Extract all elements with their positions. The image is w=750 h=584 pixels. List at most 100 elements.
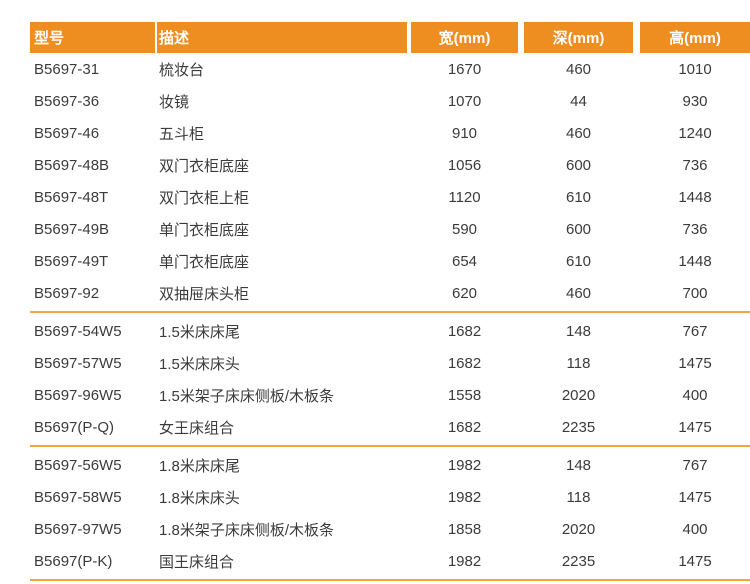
cell-height: 1475 — [678, 552, 712, 570]
cell-width: 1682 — [447, 418, 482, 436]
table-row: B5697(P-K) 国王床组合 1982 2235 1475 — [30, 545, 750, 577]
cell-depth: 2020 — [561, 386, 596, 404]
table-body: B5697-31 梳妆台 1670 460 1010 B5697-36 妆镜 1070 44 93… — [30, 53, 750, 581]
cell-depth: 460 — [565, 124, 592, 142]
cell-height: 1448 — [678, 252, 712, 270]
cell-model: B5697-46 — [34, 124, 100, 142]
cell-width: 1120 — [448, 188, 481, 206]
column-header-depth-mm: 深(mm) — [524, 22, 633, 53]
cell-height: 1475 — [678, 488, 712, 506]
cell-width: 1982 — [447, 456, 482, 474]
cell-desc: 1.8米架子床床侧板/木板条 — [159, 521, 335, 539]
cell-width: 1670 — [447, 60, 482, 78]
cell-model: B5697-57W5 — [34, 354, 122, 372]
cell-width: 1982 — [447, 488, 482, 506]
cell-height: 1475 — [678, 418, 712, 436]
cell-depth: 118 — [566, 354, 591, 372]
cell-depth: 610 — [565, 252, 592, 270]
column-header-height-mm: 高(mm) — [640, 22, 750, 53]
cell-model: B5697-97W5 — [34, 520, 122, 538]
cell-depth: 44 — [570, 92, 587, 110]
cell-desc: 单门衣柜底座 — [159, 221, 250, 239]
group-separator-line — [30, 311, 750, 313]
cell-model: B5697-96W5 — [34, 386, 122, 404]
cell-depth: 148 — [565, 322, 592, 340]
cell-desc: 1.8米床床尾 — [159, 457, 240, 475]
table-row: B5697-56W5 1.8米床床尾 1982 148 767 — [30, 449, 750, 481]
cell-model: B5697-48T — [34, 188, 109, 206]
cell-width: 1682 — [447, 354, 482, 372]
cell-model: B5697-92 — [34, 284, 100, 302]
cell-desc: 1.5米床床尾 — [159, 323, 240, 341]
cell-height: 400 — [682, 520, 708, 538]
cell-model: B5697-58W5 — [34, 488, 122, 506]
cell-desc: 单门衣柜底座 — [159, 253, 250, 271]
table-row: B5697(P-Q) 女王床组合 1682 2235 1475 — [30, 411, 750, 443]
cell-depth: 2235 — [561, 552, 596, 570]
table-row: B5697-46 五斗柜 910 460 1240 — [30, 117, 750, 149]
cell-model: B5697-31 — [34, 60, 100, 78]
table-row: B5697-97W5 1.8米架子床床侧板/木板条 1858 2020 400 — [30, 513, 750, 545]
cell-width: 590 — [451, 220, 478, 238]
cell-model: B5697-54W5 — [34, 322, 122, 340]
cell-desc: 1.5米床床头 — [159, 355, 240, 373]
cell-height: 930 — [682, 92, 708, 110]
table-row: B5697-92 双抽屉床头柜 620 460 700 — [30, 277, 750, 309]
cell-width: 620 — [451, 284, 478, 302]
cell-desc: 双抽屉床头柜 — [159, 285, 250, 303]
group-separator-line — [30, 579, 750, 581]
cell-width: 1558 — [447, 386, 482, 404]
cell-depth: 2235 — [561, 418, 596, 436]
table-row: B5697-96W5 1.5米架子床床侧板/木板条 1558 2020 400 — [30, 379, 750, 411]
cell-width: 654 — [451, 252, 478, 270]
cell-width: 1056 — [447, 156, 482, 174]
cell-model: B5697-36 — [34, 92, 100, 110]
cell-height: 1010 — [678, 60, 712, 78]
cell-height: 767 — [682, 456, 708, 474]
cell-model: B5697-48B — [34, 156, 110, 174]
cell-model: B5697-56W5 — [34, 456, 122, 474]
cell-width: 1070 — [447, 92, 482, 110]
cell-height: 736 — [682, 156, 708, 174]
table-row: B5697-48T 双门衣柜上柜 1120 610 1448 — [30, 181, 750, 213]
cell-height: 700 — [682, 284, 708, 302]
cell-depth: 600 — [565, 220, 592, 238]
cell-depth: 2020 — [561, 520, 596, 538]
cell-height: 400 — [682, 386, 708, 404]
table-row: B5697-58W5 1.8米床床头 1982 118 1475 — [30, 481, 750, 513]
table-row: B5697-49T 单门衣柜底座 654 610 1448 — [30, 245, 750, 277]
cell-width: 1858 — [447, 520, 482, 538]
cell-width: 1682 — [447, 322, 482, 340]
cell-depth: 460 — [565, 60, 592, 78]
table-row: B5697-31 梳妆台 1670 460 1010 — [30, 53, 750, 85]
table-row: B5697-49B 单门衣柜底座 590 600 736 — [30, 213, 750, 245]
cell-desc: 1.5米架子床床侧板/木板条 — [159, 387, 335, 405]
table-row: B5697-54W5 1.5米床床尾 1682 148 767 — [30, 315, 750, 347]
column-header-description: 描述 — [157, 22, 407, 53]
cell-desc: 女王床组合 — [159, 419, 235, 437]
cell-desc: 妆镜 — [159, 93, 190, 111]
column-header-model: 型号 — [30, 22, 155, 53]
cell-desc: 国王床组合 — [159, 553, 235, 571]
cell-depth: 610 — [565, 188, 592, 206]
cell-depth: 148 — [565, 456, 592, 474]
table-row: B5697-48B 双门衣柜底座 1056 600 736 — [30, 149, 750, 181]
spec-table: 型号 描述 宽(mm) 深(mm) 高(mm) B5697-31 梳妆台 1670 4… — [30, 22, 750, 583]
cell-desc: 梳妆台 — [159, 61, 205, 79]
table-row: B5697-57W5 1.5米床床头 1682 118 1475 — [30, 347, 750, 379]
cell-desc: 1.8米床床头 — [159, 489, 240, 507]
cell-height: 736 — [682, 220, 708, 238]
column-header-width-mm: 宽(mm) — [411, 22, 518, 53]
table-row: B5697-36 妆镜 1070 44 930 — [30, 85, 750, 117]
cell-height: 767 — [682, 322, 708, 340]
cell-depth: 460 — [565, 284, 592, 302]
cell-depth: 600 — [565, 156, 592, 174]
cell-height: 1475 — [678, 354, 712, 372]
group-separator-line — [30, 445, 750, 447]
cell-width: 1982 — [447, 552, 482, 570]
cell-model: B5697(P-K) — [34, 552, 113, 570]
cell-model: B5697-49B — [34, 220, 110, 238]
table-header-row: 型号 描述 宽(mm) 深(mm) 高(mm) — [30, 22, 750, 53]
cell-desc: 双门衣柜底座 — [159, 157, 250, 175]
